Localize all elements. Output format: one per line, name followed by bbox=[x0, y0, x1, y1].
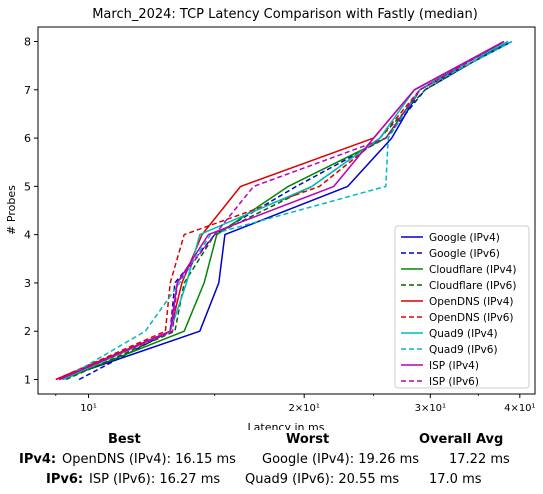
legend-label: ISP (IPv6) bbox=[429, 376, 479, 388]
x-tick-label: 4×10¹ bbox=[504, 403, 535, 414]
latency-chart: March_2024: TCP Latency Comparison with … bbox=[5, 7, 536, 430]
summary-header-worst: Worst bbox=[286, 432, 330, 447]
y-tick-label: 6 bbox=[24, 132, 31, 145]
summary-row-ipv4-avg: 17.22 ms bbox=[449, 452, 510, 467]
y-tick-label: 1 bbox=[24, 374, 31, 387]
x-tick-label: 3×10¹ bbox=[415, 403, 446, 414]
legend-label: Quad9 (IPv4) bbox=[429, 328, 498, 340]
legend-label: Quad9 (IPv6) bbox=[429, 344, 498, 356]
y-axis-label: # Probes bbox=[5, 185, 18, 235]
summary-row-ipv4-best: OpenDNS (IPv4): 16.15 ms bbox=[62, 452, 236, 467]
summary-row-ipv6-best: ISP (IPv6): 16.27 ms bbox=[89, 472, 221, 487]
legend-label: Google (IPv4) bbox=[429, 232, 500, 244]
chart-legend: Google (IPv4) Google (IPv6) Cloudflare (IP… bbox=[394, 225, 530, 389]
y-tick-label: 2 bbox=[24, 325, 31, 338]
x-axis-label: Latency in ms bbox=[248, 421, 325, 430]
legend-label: OpenDNS (IPv6) bbox=[429, 312, 514, 324]
y-tick-label: 5 bbox=[24, 180, 31, 193]
y-tick-label: 7 bbox=[24, 84, 31, 97]
y-tick-label: 4 bbox=[24, 229, 31, 242]
legend-label: OpenDNS (IPv4) bbox=[429, 296, 514, 308]
legend-label: ISP (IPv4) bbox=[429, 360, 479, 372]
summary-row-ipv6-key: IPv6: bbox=[46, 472, 84, 487]
summary-header-best: Best bbox=[108, 432, 141, 447]
series-line-isp-ipv4 bbox=[58, 40, 505, 381]
y-tick-label: 3 bbox=[24, 277, 31, 290]
legend-label: Google (IPv6) bbox=[429, 248, 500, 260]
series-line-opendns-ipv6 bbox=[55, 40, 505, 381]
series-line-isp-ipv6 bbox=[58, 40, 505, 381]
plot-area bbox=[37, 26, 536, 395]
series-line-quad9-ipv6 bbox=[62, 40, 513, 381]
legend-frame bbox=[394, 225, 530, 389]
summary-row-ipv6-worst: Quad9 (IPv6): 20.55 ms bbox=[245, 472, 400, 487]
x-tick-label: 2×10¹ bbox=[288, 403, 319, 414]
x-tick-label: 10¹ bbox=[80, 403, 97, 414]
y-tick-label: 8 bbox=[24, 35, 31, 48]
summary-table: Best Worst Overall Avg IPv4: OpenDNS (IP… bbox=[0, 430, 543, 494]
legend-label: Cloudflare (IPv4) bbox=[429, 264, 516, 276]
legend-label: Cloudflare (IPv6) bbox=[429, 280, 516, 292]
summary-row-ipv4-key: IPv4: bbox=[19, 452, 57, 467]
chart-title: March_2024: TCP Latency Comparison with … bbox=[92, 7, 478, 22]
series-line-cloudflare-ipv6 bbox=[65, 40, 509, 381]
summary-row-ipv4-worst: Google (IPv4): 19.26 ms bbox=[262, 452, 420, 467]
summary-header-avg: Overall Avg bbox=[419, 432, 504, 447]
summary-row-ipv6-avg: 17.0 ms bbox=[429, 472, 482, 487]
